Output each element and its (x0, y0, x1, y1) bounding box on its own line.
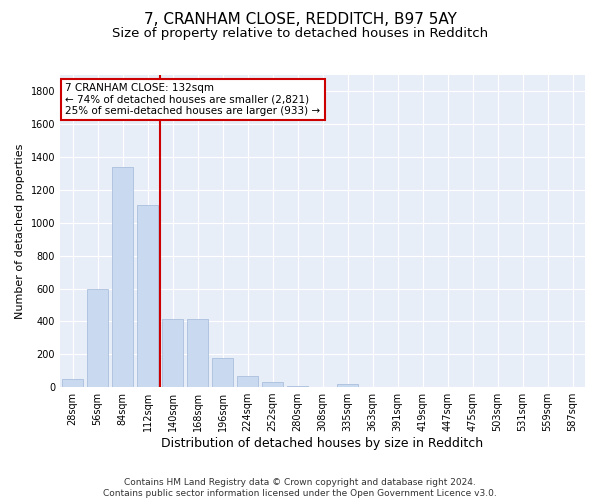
Text: 7, CRANHAM CLOSE, REDDITCH, B97 5AY: 7, CRANHAM CLOSE, REDDITCH, B97 5AY (143, 12, 457, 28)
Bar (137, 205, 158, 387)
Bar (187, 319, 208, 387)
Bar (87, 290, 108, 387)
Bar (62, 379, 83, 387)
Text: 7 CRANHAM CLOSE: 132sqm
← 74% of detached houses are smaller (2,821)
25% of semi: 7 CRANHAM CLOSE: 132sqm ← 74% of detache… (65, 83, 320, 116)
Bar (112, 167, 133, 387)
X-axis label: Distribution of detached houses by size in Redditch: Distribution of detached houses by size … (161, 437, 484, 450)
Text: Size of property relative to detached houses in Redditch: Size of property relative to detached ho… (112, 28, 488, 40)
Bar (212, 358, 233, 387)
Bar (162, 319, 183, 387)
Bar (262, 382, 283, 387)
Text: Contains HM Land Registry data © Crown copyright and database right 2024.
Contai: Contains HM Land Registry data © Crown c… (103, 478, 497, 498)
Y-axis label: Number of detached properties: Number of detached properties (15, 144, 25, 318)
Bar (337, 384, 358, 387)
Bar (287, 386, 308, 387)
Bar (237, 376, 258, 387)
